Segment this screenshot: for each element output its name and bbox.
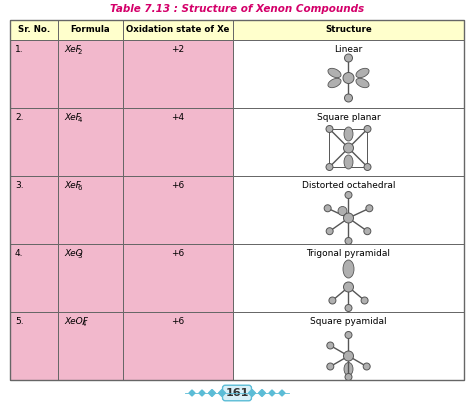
Text: 3: 3 [78,252,82,258]
Circle shape [345,331,352,339]
Text: Square pyamidal: Square pyamidal [310,317,387,326]
Circle shape [363,363,370,370]
Text: +6: +6 [172,180,185,190]
Circle shape [344,213,354,223]
Circle shape [345,192,352,199]
Polygon shape [279,390,285,396]
Bar [58,244,123,312]
Text: Sr. No.: Sr. No. [18,26,50,35]
Circle shape [326,125,333,133]
Text: 5.: 5. [15,317,24,326]
Ellipse shape [328,68,341,78]
Bar [10,176,58,244]
Bar [233,312,464,380]
Text: XeF: XeF [64,180,81,190]
Text: Formula: Formula [71,26,110,35]
Text: 1.: 1. [15,44,24,53]
Text: +4: +4 [172,112,184,122]
Circle shape [366,205,373,212]
Circle shape [324,205,331,212]
Text: Table 7.13 : Structure of Xenon Compounds: Table 7.13 : Structure of Xenon Compound… [110,4,364,14]
Bar [10,40,58,108]
Text: Oxidation state of Xe: Oxidation state of Xe [126,26,230,35]
Text: 161: 161 [225,388,249,398]
Bar [123,40,233,108]
Circle shape [344,143,354,153]
Polygon shape [189,390,195,396]
Polygon shape [219,389,226,396]
Circle shape [345,304,352,311]
Bar [58,176,123,244]
Text: 4.: 4. [15,249,24,258]
Ellipse shape [328,78,341,88]
Bar [123,176,233,244]
Text: Structure: Structure [325,26,372,35]
Circle shape [327,363,334,370]
Ellipse shape [356,68,369,78]
Bar [10,244,58,312]
Bar [233,20,464,40]
Bar [10,312,58,380]
Text: 2.: 2. [15,112,24,122]
Bar [58,312,123,380]
Circle shape [344,351,354,361]
Circle shape [326,228,333,235]
Text: XeF: XeF [64,44,81,53]
Polygon shape [209,389,216,396]
Text: XeOF: XeOF [64,317,88,326]
Bar [10,20,464,380]
Text: 6: 6 [78,184,82,190]
Text: Distorted octahedral: Distorted octahedral [302,182,395,190]
Circle shape [364,125,371,133]
Bar [58,40,123,108]
Ellipse shape [344,155,353,169]
Text: Square planar: Square planar [317,114,380,123]
Bar [233,244,464,312]
Text: +2: +2 [172,44,184,53]
Ellipse shape [343,260,354,278]
Bar [123,312,233,380]
Bar [123,244,233,312]
Bar [10,20,58,40]
Circle shape [364,164,371,171]
Text: XeF: XeF [64,112,81,122]
Polygon shape [199,390,205,396]
Bar [58,20,123,40]
Text: Linear: Linear [334,46,363,55]
Ellipse shape [344,363,353,376]
Bar [123,108,233,176]
Text: 3.: 3. [15,180,24,190]
Circle shape [326,164,333,171]
Circle shape [327,342,334,349]
Text: 4: 4 [82,320,86,326]
Bar [10,108,58,176]
Bar [233,176,464,244]
Ellipse shape [356,78,369,88]
Circle shape [344,282,354,292]
Text: XeO: XeO [64,249,83,258]
Bar [123,20,233,40]
Text: +6: +6 [172,317,185,326]
Bar [58,108,123,176]
Circle shape [345,374,352,381]
Bar [233,40,464,108]
Circle shape [345,94,353,102]
Circle shape [345,238,352,245]
Circle shape [345,54,353,62]
Ellipse shape [344,127,353,141]
Circle shape [364,228,371,235]
Circle shape [361,297,368,304]
Circle shape [343,72,354,83]
Circle shape [329,297,336,304]
Text: Trigonal pyramidal: Trigonal pyramidal [307,249,391,258]
Polygon shape [248,389,255,396]
Text: 4: 4 [78,116,82,123]
Polygon shape [269,390,275,396]
Text: +6: +6 [172,249,185,258]
Ellipse shape [338,206,347,215]
Bar [233,108,464,176]
Polygon shape [258,389,265,396]
Text: 2: 2 [78,48,82,55]
